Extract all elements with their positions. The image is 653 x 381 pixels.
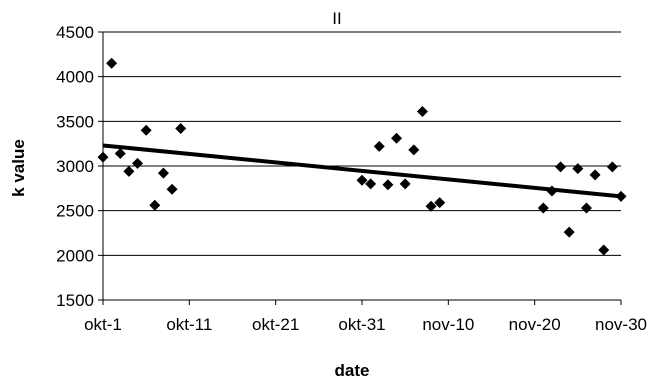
chart-title: II <box>332 9 341 28</box>
data-point-14 <box>382 179 394 191</box>
data-point-15 <box>391 132 403 144</box>
x-tick-label-nov-30: nov-30 <box>595 315 647 334</box>
tick-labels: 1500 2000 2500 3000 3500 4000 4500 okt-1 okt-11 o… <box>56 23 647 334</box>
axes <box>98 31 622 305</box>
data-point-6 <box>140 124 152 136</box>
data-point-23 <box>555 161 567 173</box>
data-point-25 <box>572 163 584 175</box>
data-point-7 <box>149 199 161 211</box>
data-point-11 <box>356 174 368 186</box>
data-point-8 <box>157 167 169 179</box>
x-tick-label-nov-20: nov-20 <box>509 315 561 334</box>
gridlines <box>103 31 621 301</box>
data-point-2 <box>106 57 118 69</box>
data-point-19 <box>425 200 437 212</box>
y-tick-label-3000: 3000 <box>56 157 94 176</box>
y-tick-label-2500: 2500 <box>56 202 94 221</box>
data-point-3 <box>114 147 126 159</box>
data-point-20 <box>434 197 446 209</box>
data-point-30 <box>615 190 627 202</box>
data-point-4 <box>123 165 135 177</box>
data-point-9 <box>166 183 178 195</box>
x-axis-label: date <box>335 361 370 380</box>
data-point-13 <box>373 140 385 152</box>
y-tick-label-4500: 4500 <box>56 23 94 42</box>
x-tick-label-okt-21: okt-21 <box>252 315 299 334</box>
data-point-1 <box>97 151 109 163</box>
data-point-27 <box>589 169 601 181</box>
y-axis-label: k value <box>9 139 28 197</box>
y-tick-label-1500: 1500 <box>56 291 94 310</box>
x-tick-label-nov-10: nov-10 <box>422 315 474 334</box>
data-point-16 <box>399 178 411 190</box>
data-point-18 <box>416 106 428 118</box>
y-tick-label-3500: 3500 <box>56 112 94 131</box>
data-point-12 <box>365 178 377 190</box>
data-point-28 <box>598 244 610 256</box>
data-points <box>97 57 627 256</box>
data-point-10 <box>175 122 187 134</box>
data-point-5 <box>132 157 144 169</box>
data-point-17 <box>408 144 420 156</box>
x-tick-label-okt-31: okt-31 <box>338 315 385 334</box>
trendline <box>102 143 622 199</box>
data-point-22 <box>546 185 558 197</box>
y-tick-label-4000: 4000 <box>56 68 94 87</box>
data-point-21 <box>537 202 549 214</box>
y-tick-label-2000: 2000 <box>56 246 94 265</box>
data-point-29 <box>606 161 618 173</box>
x-tick-label-okt-11: okt-11 <box>166 315 212 334</box>
data-point-24 <box>563 226 575 238</box>
trendline-layer <box>102 143 622 199</box>
x-tick-label-okt-1: okt-1 <box>84 315 122 334</box>
data-point-26 <box>580 202 592 214</box>
